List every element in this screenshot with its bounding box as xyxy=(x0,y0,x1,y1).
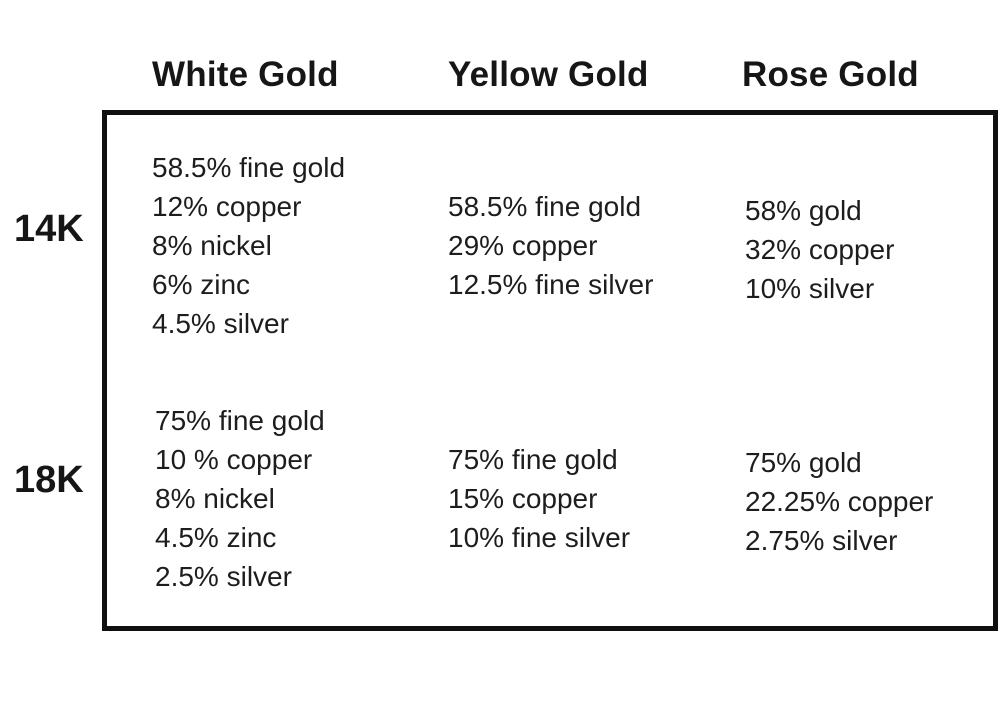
cell-18k-white-gold: 75% fine gold 10 % copper 8% nickel 4.5%… xyxy=(155,401,325,596)
alloy-line: 10 % copper xyxy=(155,444,313,475)
cell-14k-white-gold: 58.5% fine gold 12% copper 8% nickel 6% … xyxy=(152,148,345,343)
alloy-line: 32% copper xyxy=(745,234,895,265)
row-label-18k: 18K xyxy=(14,459,84,501)
alloy-line: 75% fine gold xyxy=(155,405,325,436)
cell-18k-rose-gold: 75% gold 22.25% copper 2.75% silver xyxy=(745,443,933,560)
alloy-line: 6% zinc xyxy=(152,269,251,300)
alloy-line: 12% copper xyxy=(152,191,302,222)
column-header-yellow-gold: Yellow Gold xyxy=(448,55,649,94)
alloy-line: 2.75% silver xyxy=(745,525,898,556)
alloy-line: 75% fine gold xyxy=(448,444,618,475)
alloy-line: 29% copper xyxy=(448,230,598,261)
cell-18k-yellow-gold: 75% fine gold 15% copper 10% fine silver xyxy=(448,440,630,557)
alloy-line: 15% copper xyxy=(448,483,598,514)
alloy-line: 58% gold xyxy=(745,195,862,226)
alloy-line: 58.5% fine gold xyxy=(448,191,642,222)
alloy-line: 22.25% copper xyxy=(745,486,934,517)
cell-14k-yellow-gold: 58.5% fine gold 29% copper 12.5% fine si… xyxy=(448,187,653,304)
alloy-line: 8% nickel xyxy=(152,230,272,261)
alloy-line: 12.5% fine silver xyxy=(448,269,654,300)
alloy-line: 8% nickel xyxy=(155,483,275,514)
alloy-line: 10% fine silver xyxy=(448,522,631,553)
column-header-rose-gold: Rose Gold xyxy=(742,55,919,94)
column-header-white-gold: White Gold xyxy=(152,55,339,94)
alloy-line: 4.5% silver xyxy=(152,308,289,339)
cell-14k-rose-gold: 58% gold 32% copper 10% silver xyxy=(745,191,894,308)
row-label-14k: 14K xyxy=(14,208,84,250)
table-border-box xyxy=(102,110,998,631)
alloy-line: 75% gold xyxy=(745,447,862,478)
alloy-line: 10% silver xyxy=(745,273,875,304)
alloy-line: 2.5% silver xyxy=(155,561,292,592)
alloy-line: 58.5% fine gold xyxy=(152,152,346,183)
alloy-line: 4.5% zinc xyxy=(155,522,277,553)
